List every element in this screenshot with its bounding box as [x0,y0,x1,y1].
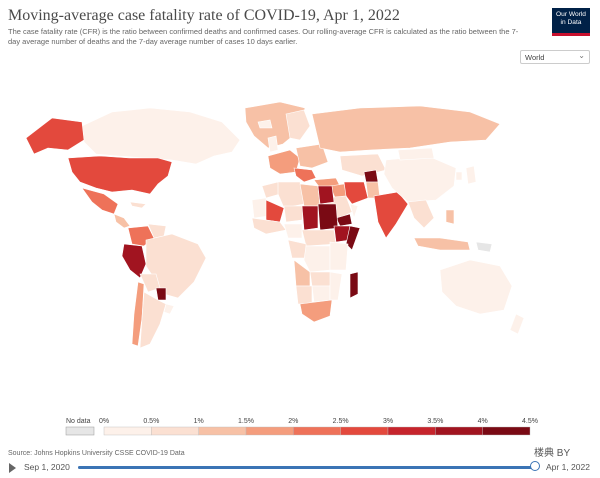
country-china[interactable] [383,155,457,203]
country-argentina[interactable] [139,291,167,349]
country-iran[interactable] [343,181,369,205]
country-india[interactable] [373,191,409,239]
legend-tick-label: 0.5% [143,418,159,425]
country-west-africa[interactable] [251,217,287,235]
country-indonesia[interactable] [413,237,471,251]
country-afghanistan[interactable] [363,169,379,183]
legend-tick-label: 4.5% [522,418,538,425]
country-australia[interactable] [439,259,513,315]
country-png[interactable] [475,241,493,253]
logo-line-1: Our World [556,11,586,18]
country-peru[interactable] [121,243,147,279]
legend-bin[interactable] [482,426,531,436]
country-philippines[interactable] [445,209,455,225]
chevron-down-icon: ⌄ [578,51,585,60]
country-mali[interactable] [265,199,285,223]
country-canada[interactable] [81,107,241,165]
page-subtitle: The case fatality rate (CFR) is the rati… [8,27,519,46]
country-uk[interactable] [267,135,279,153]
logo-line-2: in Data [560,19,582,26]
country-japan[interactable] [465,165,477,185]
country-chad[interactable] [301,205,319,231]
legend-tick-label: 1.5% [238,418,254,425]
legend-tick-label: 3.5% [427,418,443,425]
map-legend: No data 0% 0.5% 1% 1.5% 2% 2.5% 3% 3.5% 4% 4.5% [65,418,538,436]
region-select[interactable]: World ⌄ [520,50,590,64]
country-kazakhstan[interactable] [339,153,387,177]
legend-bins [103,426,531,436]
timeline-track[interactable] [78,466,534,469]
timeline-end-label[interactable]: Apr 1, 2022 [546,462,590,472]
source-note[interactable]: Source: Johns Hopkins University CSSE CO… [8,450,185,457]
country-russia[interactable] [311,105,501,153]
country-niger[interactable] [283,205,305,223]
legend-tick-label: 0% [99,418,109,425]
timeline-handle[interactable] [530,461,540,471]
country-madagascar[interactable] [349,271,359,299]
country-namibia[interactable] [295,285,313,305]
country-drc[interactable] [303,245,331,273]
country-chile[interactable] [131,281,145,347]
legend-bin[interactable] [151,426,199,436]
legend-no-data-swatch [65,426,95,436]
play-icon[interactable] [9,463,16,473]
country-kenya-tanzania[interactable] [329,241,349,271]
country-gabon-congo[interactable] [287,239,307,259]
country-nigeria[interactable] [283,223,303,239]
country-mauritania[interactable] [251,197,269,219]
legend-tick-label: 1% [194,418,204,425]
legend-bin[interactable] [103,426,152,436]
legend-bin[interactable] [245,426,294,436]
country-korea[interactable] [455,171,463,181]
legend-ticks: 0% 0.5% 1% 1.5% 2% 2.5% 3% 3.5% 4% 4.5% [99,418,538,425]
country-paraguay[interactable] [155,287,167,301]
country-yemen[interactable] [335,213,353,227]
timeline-start-label[interactable]: Sep 1, 2020 [24,462,70,472]
legend-tick-label: 2% [288,418,298,425]
legend-no-data-label: No data [66,418,91,425]
country-morocco[interactable] [261,181,281,199]
watermark: 楼典 BY [534,448,571,459]
country-alaska[interactable] [25,117,85,155]
country-central-america[interactable] [113,213,131,229]
legend-bin[interactable] [198,426,247,436]
country-uruguay[interactable] [163,303,175,315]
country-se-asia[interactable] [407,199,435,229]
country-brazil[interactable] [145,233,207,299]
legend-tick-label: 3% [383,418,393,425]
country-mozambique[interactable] [329,271,343,301]
country-balkans[interactable] [293,167,317,183]
legend-tick-label: 4% [478,418,488,425]
timeline-progress [78,466,534,469]
region-select-value: World [525,53,545,62]
country-egypt[interactable] [317,185,335,205]
country-usa[interactable] [67,155,173,195]
legend-bin[interactable] [293,426,341,436]
country-new-zealand[interactable] [509,313,525,335]
country-zambia[interactable] [309,271,333,287]
legend-bin[interactable] [435,426,483,436]
legend-bin[interactable] [387,426,436,436]
country-botswana-zimbabwe[interactable] [311,285,331,303]
country-south-africa[interactable] [299,299,333,323]
legend-bin[interactable] [340,426,389,436]
country-oman[interactable] [349,203,359,220]
page-title: Moving-average case fatality rate of COV… [8,7,400,24]
country-caribbean[interactable] [129,201,147,209]
country-eastern-europe[interactable] [295,143,329,169]
country-iceland[interactable] [257,119,273,129]
country-mongolia[interactable] [397,147,435,161]
world-map [25,101,525,349]
legend-tick-label: 2.5% [333,418,349,425]
country-scandinavia[interactable] [285,109,311,141]
country-somalia[interactable] [345,225,361,251]
owid-logo[interactable]: Our World in Data [552,8,590,36]
